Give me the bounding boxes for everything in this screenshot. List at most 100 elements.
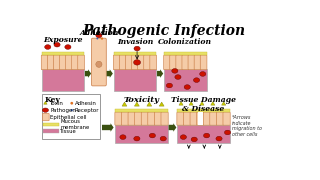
FancyBboxPatch shape xyxy=(223,112,230,125)
FancyBboxPatch shape xyxy=(154,112,162,125)
FancyBboxPatch shape xyxy=(125,55,132,70)
Text: Pathogenic Infection: Pathogenic Infection xyxy=(83,24,245,38)
FancyBboxPatch shape xyxy=(150,55,156,70)
FancyArrow shape xyxy=(107,69,113,78)
Bar xyxy=(177,125,230,143)
Polygon shape xyxy=(44,101,47,104)
Text: Pathogen: Pathogen xyxy=(50,108,76,113)
Ellipse shape xyxy=(96,33,102,38)
FancyBboxPatch shape xyxy=(177,112,184,125)
FancyBboxPatch shape xyxy=(200,55,207,70)
Ellipse shape xyxy=(134,46,140,51)
Polygon shape xyxy=(159,102,164,106)
FancyBboxPatch shape xyxy=(41,55,48,70)
Ellipse shape xyxy=(65,45,71,49)
Ellipse shape xyxy=(120,135,126,139)
FancyBboxPatch shape xyxy=(72,55,78,70)
Text: Tissue: Tissue xyxy=(60,129,77,134)
FancyBboxPatch shape xyxy=(194,55,201,70)
Bar xyxy=(114,69,156,91)
Polygon shape xyxy=(189,102,193,105)
Polygon shape xyxy=(147,102,152,106)
Ellipse shape xyxy=(166,83,172,88)
Ellipse shape xyxy=(45,45,51,49)
FancyArrow shape xyxy=(169,123,176,132)
Ellipse shape xyxy=(180,135,187,139)
Bar xyxy=(43,123,59,126)
FancyBboxPatch shape xyxy=(47,55,54,70)
Bar xyxy=(43,129,59,133)
Bar xyxy=(198,112,203,125)
Text: Mucous
membrane: Mucous membrane xyxy=(60,119,89,130)
Ellipse shape xyxy=(184,85,190,89)
Ellipse shape xyxy=(54,42,60,47)
Text: Toxin: Toxin xyxy=(49,101,63,106)
Circle shape xyxy=(70,102,73,105)
FancyBboxPatch shape xyxy=(164,55,170,70)
FancyBboxPatch shape xyxy=(113,55,120,70)
Text: *Arrows
indicate
migration to
other cells: *Arrows indicate migration to other cell… xyxy=(232,115,262,137)
Ellipse shape xyxy=(160,136,166,141)
Polygon shape xyxy=(200,102,204,105)
Circle shape xyxy=(101,37,103,40)
FancyArrow shape xyxy=(85,69,91,78)
Ellipse shape xyxy=(216,136,222,141)
Polygon shape xyxy=(179,102,183,105)
Bar xyxy=(114,52,156,55)
FancyArrow shape xyxy=(102,123,114,132)
Text: Invasion: Invasion xyxy=(117,38,153,46)
FancyBboxPatch shape xyxy=(42,94,100,139)
FancyBboxPatch shape xyxy=(170,55,177,70)
Bar xyxy=(42,52,84,55)
FancyBboxPatch shape xyxy=(43,113,49,121)
FancyBboxPatch shape xyxy=(66,55,72,70)
Bar xyxy=(42,69,84,91)
Polygon shape xyxy=(122,102,127,106)
Ellipse shape xyxy=(96,61,102,67)
Ellipse shape xyxy=(204,133,210,138)
Text: Tissue Damage
& Disease: Tissue Damage & Disease xyxy=(171,96,236,113)
Text: Key: Key xyxy=(45,96,60,104)
Bar xyxy=(164,52,207,55)
Circle shape xyxy=(96,38,98,39)
Bar xyxy=(115,125,168,143)
Ellipse shape xyxy=(191,137,197,142)
FancyBboxPatch shape xyxy=(144,55,150,70)
FancyBboxPatch shape xyxy=(122,112,129,125)
Text: Colonization: Colonization xyxy=(158,38,212,46)
Text: Adhesin: Adhesin xyxy=(75,101,97,106)
FancyBboxPatch shape xyxy=(216,112,224,125)
FancyBboxPatch shape xyxy=(141,112,148,125)
Text: Exposure: Exposure xyxy=(43,36,83,44)
Ellipse shape xyxy=(42,108,49,112)
FancyBboxPatch shape xyxy=(138,55,144,70)
FancyBboxPatch shape xyxy=(92,38,106,86)
Text: Toxicity: Toxicity xyxy=(124,96,160,104)
Ellipse shape xyxy=(175,75,181,79)
Text: Receptor: Receptor xyxy=(75,108,100,113)
Ellipse shape xyxy=(224,130,231,135)
Text: Epithelial cell: Epithelial cell xyxy=(50,115,87,120)
FancyBboxPatch shape xyxy=(128,112,135,125)
FancyBboxPatch shape xyxy=(148,112,155,125)
Polygon shape xyxy=(134,102,139,106)
FancyBboxPatch shape xyxy=(190,112,197,125)
Circle shape xyxy=(71,109,73,111)
FancyArrow shape xyxy=(157,69,163,78)
Bar xyxy=(177,109,230,112)
Bar xyxy=(164,69,207,91)
FancyBboxPatch shape xyxy=(119,55,126,70)
FancyBboxPatch shape xyxy=(135,112,142,125)
Ellipse shape xyxy=(172,69,178,73)
Ellipse shape xyxy=(134,136,140,141)
FancyBboxPatch shape xyxy=(176,55,183,70)
FancyBboxPatch shape xyxy=(182,55,189,70)
Text: Adhesion: Adhesion xyxy=(79,28,119,37)
Bar xyxy=(115,109,168,112)
FancyBboxPatch shape xyxy=(161,112,168,125)
Ellipse shape xyxy=(200,72,206,76)
Polygon shape xyxy=(211,102,215,105)
Ellipse shape xyxy=(133,60,140,65)
Ellipse shape xyxy=(194,78,200,82)
FancyBboxPatch shape xyxy=(188,55,195,70)
